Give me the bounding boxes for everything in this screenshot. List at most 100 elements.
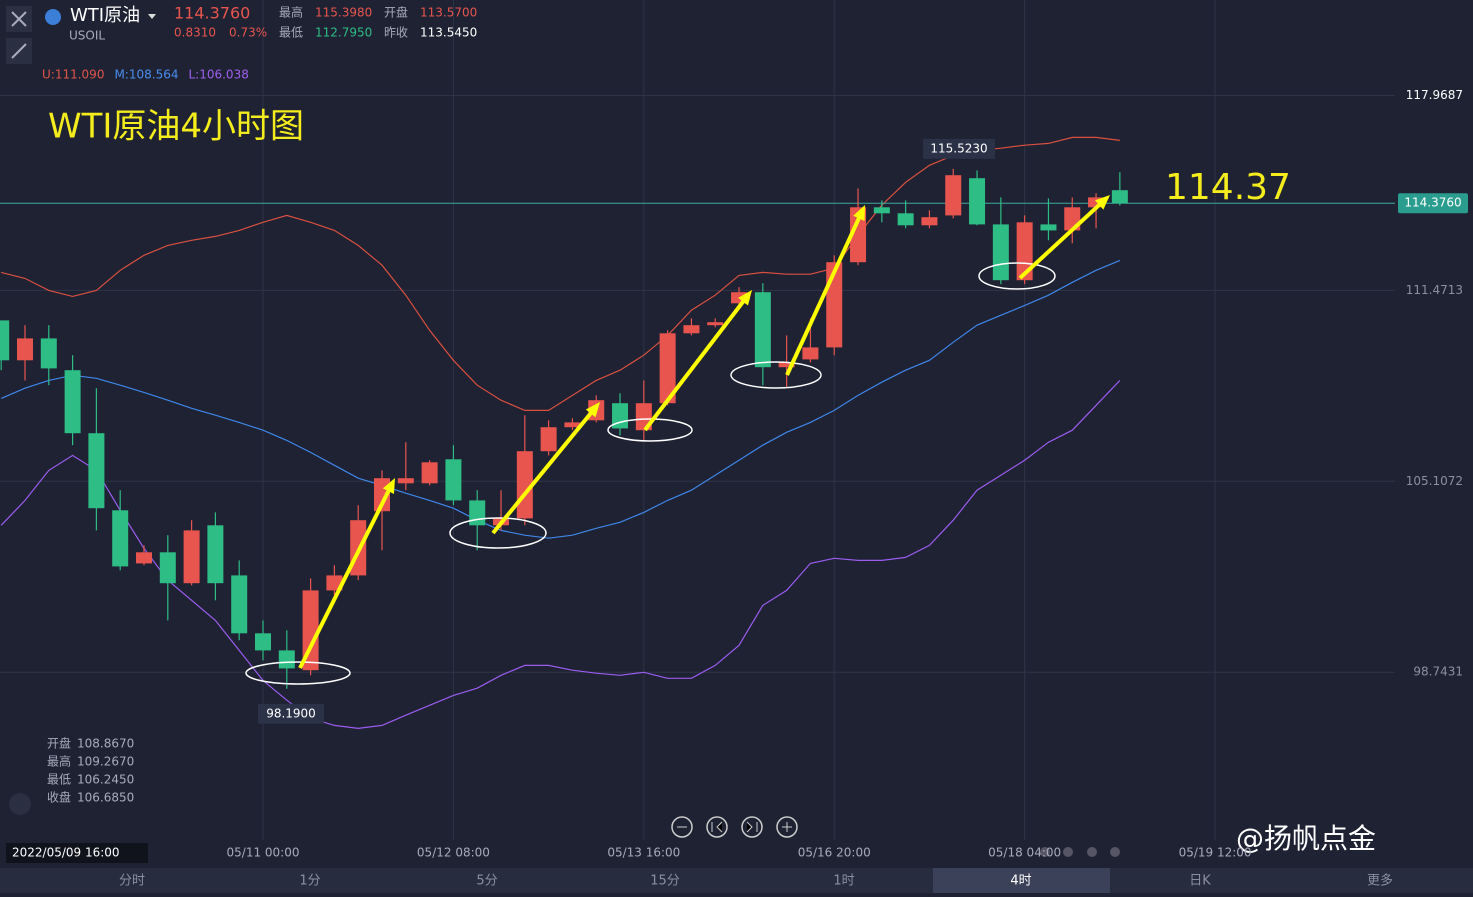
toolbar-tab[interactable]: 5分 bbox=[476, 874, 497, 889]
active-tab bbox=[933, 868, 1110, 893]
ohlc-label: 开盘 bbox=[47, 736, 71, 751]
candle-body bbox=[1088, 197, 1105, 208]
stat-label: 最高 bbox=[279, 5, 303, 20]
watermark: @扬帆点金 bbox=[1236, 822, 1376, 855]
last-price-label: 114.3760 bbox=[1404, 196, 1461, 210]
candle-body bbox=[945, 175, 962, 216]
candle-body bbox=[16, 338, 33, 361]
price-axis bbox=[1395, 0, 1473, 868]
candle-body bbox=[659, 333, 676, 404]
candle-body bbox=[278, 650, 295, 669]
arrow-head bbox=[585, 402, 600, 418]
arrow-head bbox=[382, 478, 395, 494]
candle-body bbox=[1040, 224, 1057, 231]
ohlc-label: 收盘 bbox=[47, 790, 71, 805]
stat-label: 开盘 bbox=[384, 5, 408, 20]
candle-body bbox=[778, 362, 795, 368]
candle-body bbox=[112, 510, 129, 567]
candle-body bbox=[683, 325, 700, 334]
first-button[interactable] bbox=[706, 816, 728, 838]
toolbar-tab[interactable]: 4时 bbox=[1010, 874, 1031, 889]
crosshair-box bbox=[6, 843, 148, 863]
last-price-tag bbox=[1398, 193, 1468, 214]
symbol-icon bbox=[45, 9, 61, 25]
price: 114.3760 bbox=[174, 4, 250, 23]
arrow bbox=[643, 295, 749, 432]
toolbar-tab[interactable]: 1分 bbox=[299, 874, 320, 889]
tool-button[interactable] bbox=[6, 38, 32, 64]
candle-body bbox=[1016, 222, 1033, 281]
low-label: 98.1900 bbox=[266, 706, 316, 720]
candle-body bbox=[897, 213, 914, 226]
zoom-in-button[interactable] bbox=[776, 816, 798, 838]
zoom-out-button[interactable] bbox=[671, 816, 693, 838]
dropdown-icon[interactable] bbox=[148, 14, 156, 19]
stat-value: 113.5450 bbox=[420, 26, 477, 40]
indicator-value: U:111.090 bbox=[42, 68, 104, 82]
candle-body bbox=[540, 427, 557, 452]
arrow-head bbox=[853, 205, 865, 221]
candle-body bbox=[326, 575, 343, 591]
ohlc-value: 106.6850 bbox=[77, 791, 134, 805]
circle-mark bbox=[607, 418, 693, 442]
x-tick-label: 05/12 08:00 bbox=[417, 846, 490, 860]
symbol-code: USOIL bbox=[69, 29, 105, 43]
candle-body bbox=[873, 207, 890, 214]
toolbar-tab[interactable]: 分时 bbox=[119, 874, 145, 889]
x-tick-label: 05/13 16:00 bbox=[607, 846, 680, 860]
indicator-button[interactable] bbox=[9, 793, 31, 815]
x-tick-label: 05/18 04:00 bbox=[988, 846, 1061, 860]
indicator-value: M:108.564 bbox=[114, 68, 178, 82]
y-tick-label: 105.1072 bbox=[1406, 474, 1463, 488]
close-button[interactable] bbox=[6, 6, 32, 32]
candle-body bbox=[921, 217, 938, 226]
stat-label: 最低 bbox=[279, 26, 303, 40]
x-tick-label: 05/11 00:00 bbox=[227, 846, 300, 860]
toolbar-tab[interactable]: 1时 bbox=[833, 874, 854, 889]
candle-body bbox=[421, 462, 438, 484]
change-percent: 0.73% bbox=[229, 26, 267, 40]
ohlc-value: 109.2670 bbox=[77, 755, 134, 769]
change: 0.8310 bbox=[174, 26, 216, 40]
arrow-head bbox=[738, 290, 752, 306]
stat-value: 115.3980 bbox=[315, 6, 372, 20]
candle-body bbox=[302, 590, 319, 671]
high-label-box bbox=[923, 138, 995, 159]
arrow bbox=[785, 211, 864, 376]
x-tick-label: 05/16 20:00 bbox=[798, 846, 871, 860]
toolbar-tab[interactable]: 15分 bbox=[650, 874, 680, 889]
ohlc-value: 106.2450 bbox=[77, 773, 134, 787]
circle-mark bbox=[449, 517, 547, 549]
candle-body bbox=[88, 433, 105, 509]
last-button[interactable] bbox=[741, 816, 763, 838]
candle-body bbox=[135, 552, 152, 564]
y-tick-label: 117.9687 bbox=[1406, 88, 1463, 102]
ohlc-label: 最低 bbox=[47, 773, 71, 787]
band-line bbox=[0, 259, 1121, 539]
arrow bbox=[298, 484, 394, 669]
price-callout: 114.37 bbox=[1165, 167, 1291, 208]
chart-title: WTI原油4小时图 bbox=[48, 107, 304, 147]
candle-body bbox=[469, 500, 486, 526]
stat-value: 112.7950 bbox=[315, 26, 372, 40]
high-label: 115.5230 bbox=[930, 141, 987, 155]
candle-body bbox=[397, 478, 414, 484]
circle-mark bbox=[730, 361, 822, 389]
toolbar bbox=[0, 868, 1473, 893]
circle-mark bbox=[245, 661, 351, 685]
candle-body bbox=[992, 224, 1009, 281]
toolbar-tab[interactable]: 日K bbox=[1189, 874, 1211, 889]
toolbar-tab[interactable]: 更多 bbox=[1367, 873, 1393, 889]
candle-body bbox=[564, 422, 581, 428]
annotations bbox=[245, 195, 1110, 685]
band-line bbox=[1, 136, 1120, 411]
y-tick-label: 98.7431 bbox=[1413, 665, 1463, 679]
page-dots bbox=[1040, 847, 1120, 857]
candle-body bbox=[0, 320, 10, 361]
candle-body bbox=[40, 338, 57, 369]
candle-body bbox=[255, 633, 272, 651]
symbol-name[interactable]: WTI原油 bbox=[70, 5, 140, 26]
